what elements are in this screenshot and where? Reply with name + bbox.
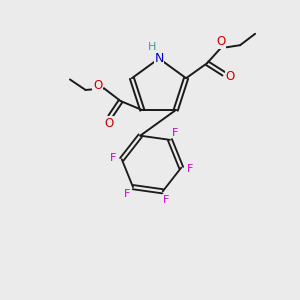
Text: O: O — [226, 70, 235, 83]
Text: O: O — [93, 79, 102, 92]
Text: H: H — [148, 42, 157, 52]
Text: F: F — [187, 164, 193, 174]
Text: F: F — [110, 153, 116, 163]
Text: O: O — [216, 35, 225, 48]
Text: F: F — [163, 195, 169, 205]
Text: F: F — [172, 128, 179, 138]
Text: N: N — [154, 52, 164, 65]
Text: F: F — [124, 189, 131, 199]
Text: O: O — [104, 117, 113, 130]
